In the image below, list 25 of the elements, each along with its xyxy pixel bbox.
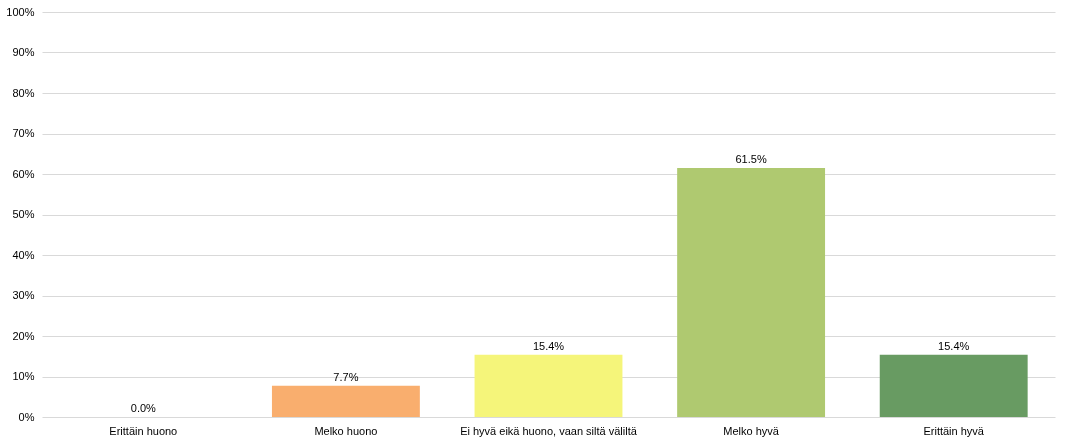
y-tick-label: 80% xyxy=(12,86,35,99)
x-tick-label: Melko huono xyxy=(314,424,378,437)
data-label: 61.5% xyxy=(735,152,767,165)
data-label: 0.0% xyxy=(130,402,157,414)
y-tick-label: 70% xyxy=(12,127,35,139)
bar xyxy=(879,354,1028,417)
y-tick-label: 40% xyxy=(12,248,35,261)
y-tick-label: 50% xyxy=(12,208,35,220)
bar xyxy=(677,167,826,417)
bar xyxy=(271,385,420,417)
y-tick-label: 0% xyxy=(18,410,35,423)
data-label: 15.4% xyxy=(938,339,970,352)
bar xyxy=(474,354,623,417)
y-tick-label: 90% xyxy=(12,46,35,58)
x-tick-label: Erittäin hyvä xyxy=(923,424,985,437)
x-tick-label: Melko hyvä xyxy=(723,424,780,437)
y-tick-label: 100% xyxy=(6,5,35,18)
y-tick-label: 20% xyxy=(12,329,35,342)
x-tick-label: Ei hyvä eikä huono, vaan siltä väliltä xyxy=(460,424,638,437)
x-tick-label: Erittäin huono xyxy=(109,424,178,437)
data-label: 7.7% xyxy=(333,370,359,383)
data-label: 15.4% xyxy=(532,339,565,352)
y-tick-label: 60% xyxy=(12,167,35,180)
y-tick-label: 30% xyxy=(12,289,35,301)
y-tick-label: 10% xyxy=(12,370,35,382)
